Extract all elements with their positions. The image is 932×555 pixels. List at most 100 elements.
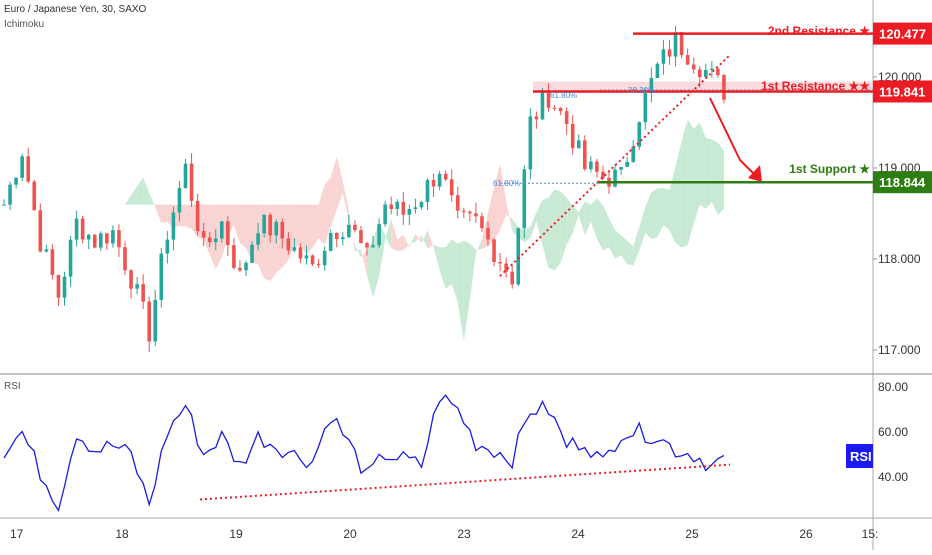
candle-body: [45, 249, 49, 251]
second-resistance-label: 2nd Resistance ★: [768, 24, 870, 38]
time-tick-label: 20: [343, 527, 357, 541]
candle-body: [135, 284, 139, 288]
cloud-segment: [494, 164, 500, 240]
candle-body: [377, 224, 381, 245]
cloud-segment: [663, 188, 669, 230]
candle-body: [166, 240, 170, 254]
candle-body: [105, 233, 109, 243]
candle-body: [329, 233, 333, 251]
candle-body: [529, 116, 533, 169]
cloud-segment: [476, 240, 482, 254]
cloud-segment: [676, 141, 682, 247]
candle-body: [256, 233, 260, 244]
indicator-label-rsi: RSI: [4, 381, 21, 392]
cloud-segment: [313, 205, 319, 248]
candle-body: [426, 180, 430, 202]
candle-body: [287, 239, 291, 251]
cloud-segment: [561, 191, 567, 262]
candle-body: [147, 302, 151, 342]
cloud-segment: [367, 240, 373, 298]
indicator-label-ichimoku: Ichimoku: [4, 19, 44, 30]
candle-body: [262, 215, 266, 234]
candle-body: [220, 221, 224, 238]
candle-body: [311, 255, 315, 264]
cloud-segment: [355, 245, 361, 257]
candle-body: [57, 275, 61, 298]
time-tick-label: 18: [115, 527, 129, 541]
candles: [2, 26, 726, 352]
candle-body: [153, 300, 157, 342]
candle-body: [474, 213, 478, 216]
cloud-segment: [337, 156, 343, 210]
candle-body: [625, 162, 629, 167]
time-tick-label: 26: [799, 527, 813, 541]
cloud-segment: [186, 205, 192, 229]
cloud-segment: [506, 201, 512, 231]
candle-body: [226, 221, 230, 245]
cloud-segment: [706, 138, 712, 209]
cloud-segment: [319, 185, 325, 245]
candle-body: [117, 230, 121, 247]
time-tick-label: 24: [571, 527, 585, 541]
candle-body: [656, 64, 660, 78]
candle-body: [8, 185, 12, 205]
cloud-segment: [204, 205, 210, 255]
cloud-segment: [409, 233, 415, 247]
cloud-segment: [567, 198, 573, 245]
candle-body: [26, 156, 30, 181]
candle-body: [680, 32, 684, 55]
candle-body: [172, 213, 176, 240]
cloud-segment: [542, 198, 548, 268]
cloud-segment: [470, 243, 476, 299]
candle-body: [698, 69, 702, 77]
cloud-segment: [307, 205, 313, 255]
candle-body: [335, 233, 339, 239]
cloud-segment: [627, 241, 633, 265]
cloud-segment: [288, 205, 294, 261]
cloud-segment: [391, 219, 397, 251]
candle-body: [196, 201, 200, 231]
candle-body: [244, 263, 248, 270]
candle-body: [87, 235, 91, 240]
candle-body: [432, 180, 436, 186]
candle-body: [39, 210, 43, 251]
cloud-segment: [234, 205, 240, 244]
candle-body: [75, 219, 79, 240]
candle-body: [704, 70, 708, 77]
cloud-segment: [670, 166, 676, 243]
cloud-segment: [131, 186, 137, 204]
cloud-segment: [633, 227, 639, 265]
candle-body: [571, 124, 575, 148]
candle-body: [662, 49, 666, 63]
cloud-segment: [712, 139, 718, 214]
candle-body: [535, 116, 539, 119]
candle-body: [541, 93, 545, 120]
arrow-head-icon: [748, 165, 762, 182]
candle-body: [559, 108, 563, 111]
candle-body: [353, 225, 357, 230]
first-resistance-label: 1st Resistance ★★: [761, 79, 870, 93]
cloud-segment: [161, 205, 167, 223]
cloud-segment: [530, 213, 536, 239]
candle-body: [268, 215, 272, 236]
candle-body: [450, 179, 454, 195]
cloud-segment: [240, 205, 246, 249]
candle-body: [710, 69, 714, 70]
time-tick-label: 15:: [862, 527, 879, 541]
cloud-segment: [718, 143, 724, 215]
candle-body: [141, 284, 145, 301]
candle-body: [232, 245, 236, 268]
cloud-segment: [458, 241, 464, 342]
candle-body: [523, 169, 527, 228]
candle-body: [63, 277, 67, 298]
fib-label-3: 61.80%: [550, 91, 577, 100]
candle-body: [644, 93, 648, 122]
cloud-segment: [591, 198, 597, 238]
cloud-segment: [403, 235, 409, 251]
candle-body: [674, 32, 678, 56]
candle-body: [293, 247, 297, 250]
candle-body: [716, 69, 720, 76]
cloud-segment: [694, 123, 700, 224]
candle-body: [408, 209, 412, 215]
